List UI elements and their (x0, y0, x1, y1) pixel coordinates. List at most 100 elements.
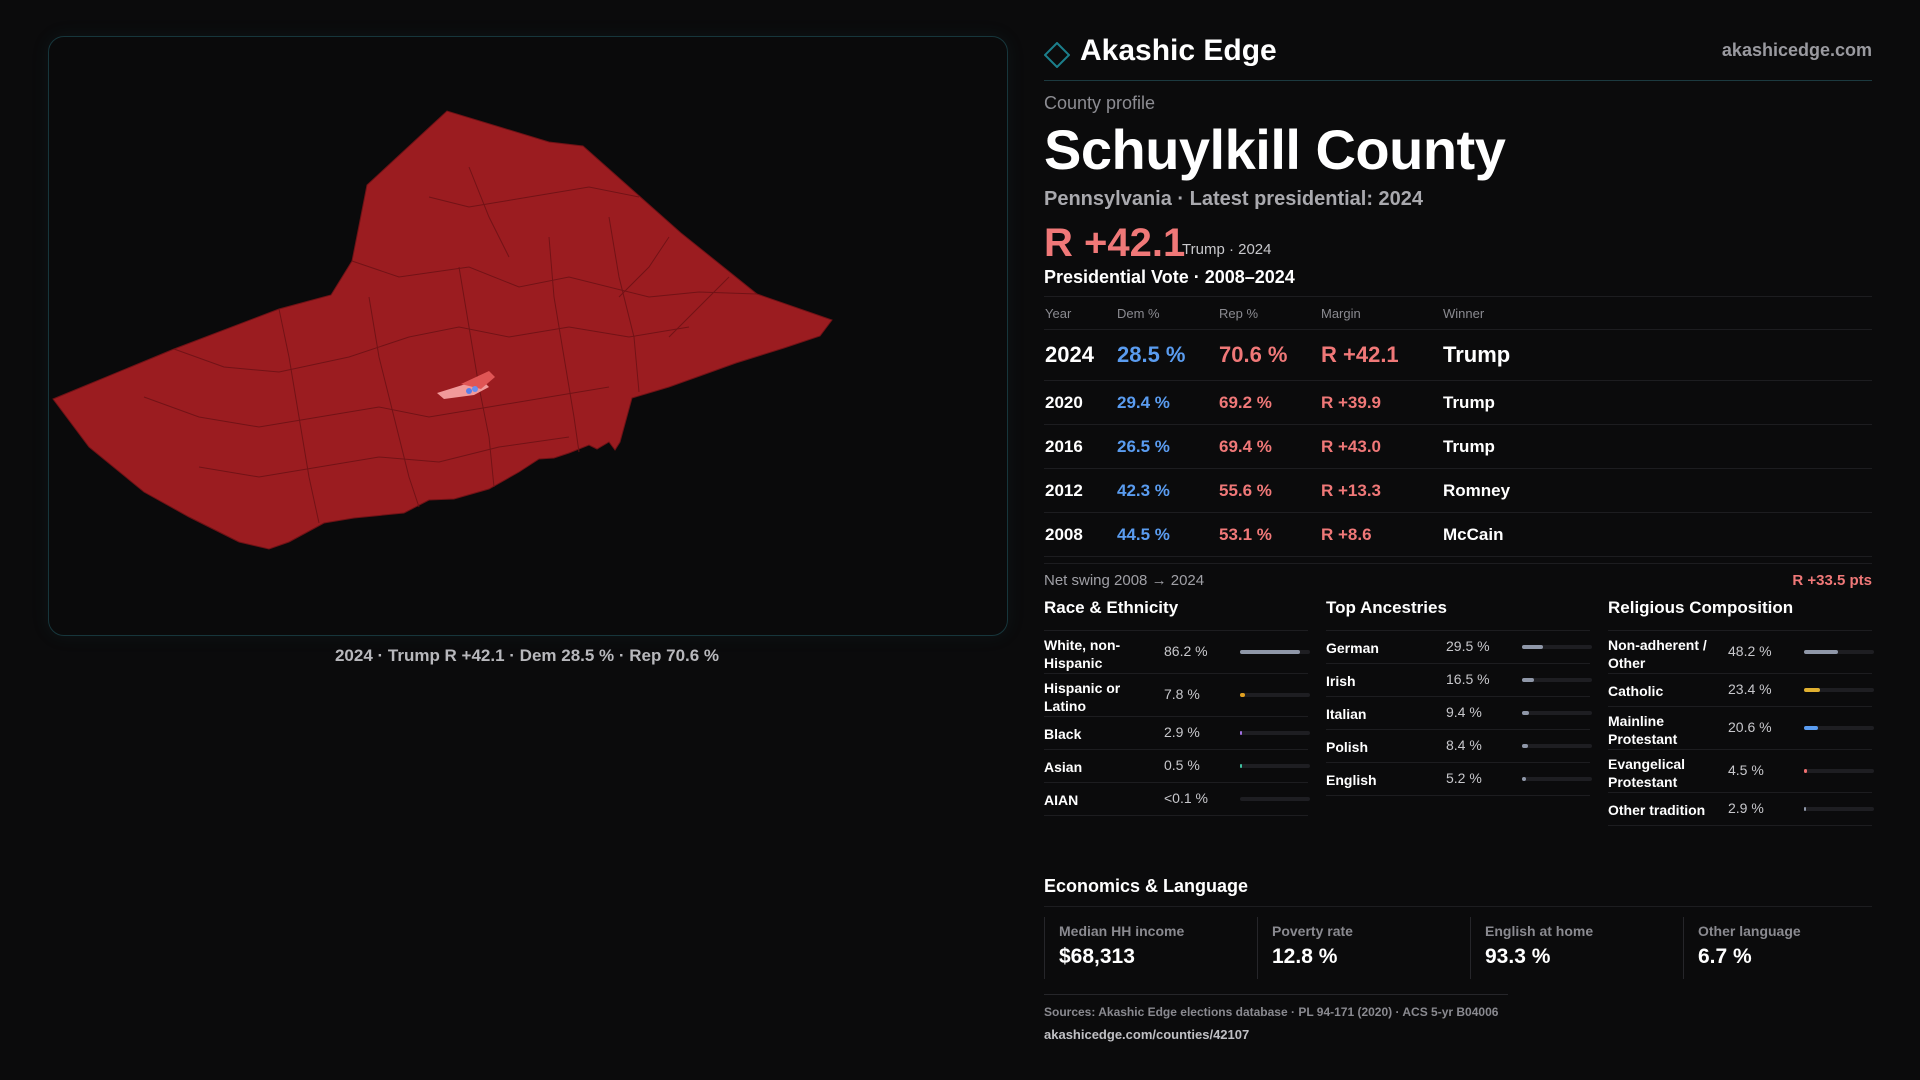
county-map[interactable] (49, 37, 1007, 635)
year-cell: 2012 (1044, 468, 1116, 513)
stat-row: Catholic 23.4 % (1608, 674, 1874, 707)
stat-row: Other tradition 2.9 % (1608, 793, 1874, 826)
table-row: 2020 29.4 % 69.2 % R +39.9 Trump (1044, 380, 1872, 425)
county-permalink[interactable]: akashicedge.com/counties/42107 (1044, 1027, 1250, 1042)
stat-label: German (1326, 640, 1379, 656)
county-map-panel[interactable] (48, 36, 1008, 636)
stat-percent: 86.2 % (1164, 643, 1208, 659)
stat-label: Irish (1326, 673, 1356, 689)
econ-value: 12.8 % (1272, 945, 1338, 968)
stat-bar-track (1804, 769, 1874, 773)
winner-cell: Romney (1442, 468, 1872, 513)
stat-bar-track (1522, 744, 1592, 748)
net-swing-label: Net swing 2008 → 2024 (1044, 572, 1205, 589)
stat-bar-track (1240, 764, 1310, 768)
stat-row: Black 2.9 % (1044, 717, 1310, 750)
profile-subtitle: Pennsylvania · Latest presidential: 2024 (1044, 188, 1424, 210)
stat-label: White, non-Hispanic (1044, 637, 1121, 671)
net-swing: Net swing 2008 → 2024 R +33.5 pts (1044, 563, 1872, 594)
brand-header: Akashic Edge akashicedge.com (1044, 30, 1872, 81)
stat-percent: 48.2 % (1728, 643, 1772, 659)
margin-cell: R +13.3 (1320, 468, 1442, 513)
map-caption: 2024 · Trump R +42.1 · Dem 28.5 % · Rep … (334, 646, 720, 665)
sources-footer: Sources: Akashic Edge elections database… (1044, 994, 1508, 1042)
stat-percent: 16.5 % (1446, 671, 1490, 687)
stat-bar-fill (1240, 650, 1301, 654)
econ-card: Other language 6.7 % (1683, 917, 1894, 979)
econ-value: $68,313 (1059, 945, 1135, 968)
net-swing-value: R +33.5 pts (1792, 572, 1872, 589)
stat-row: Asian 0.5 % (1044, 750, 1310, 783)
stat-bar-track (1804, 726, 1874, 730)
sources-text: Sources: Akashic Edge elections database… (1044, 1005, 1499, 1019)
stat-label: AIAN (1044, 792, 1079, 808)
stat-bar-fill (1522, 678, 1534, 682)
stat-bar-track (1522, 777, 1592, 781)
stat-bar-track (1240, 650, 1310, 654)
stat-label: Mainline Protestant (1608, 713, 1678, 747)
headline-margin-value: R +42.1 (1044, 221, 1186, 265)
year-cell: 2008 (1044, 512, 1116, 557)
headline-margin: R +42.1 Trump · 2024 (1044, 221, 1872, 267)
stat-row: Polish 8.4 % (1326, 730, 1592, 763)
stat-row: AIAN <0.1 % (1044, 783, 1310, 816)
winner-cell: Trump (1442, 380, 1872, 425)
economics-cards: Median HH income $68,313 Poverty rate 12… (1044, 917, 1872, 997)
stat-bar-track (1240, 731, 1310, 735)
stat-label: Evangelical Protestant (1608, 756, 1686, 790)
stat-bar-fill (1804, 726, 1819, 730)
stat-label: Asian (1044, 759, 1083, 775)
stat-bar-track (1804, 650, 1874, 654)
stat-label: Other tradition (1608, 802, 1706, 818)
stat-bar-track (1804, 807, 1874, 811)
demographics: Race & Ethnicity White, non-Hispanic 86.2… (1044, 598, 1874, 858)
stat-percent: 8.4 % (1446, 737, 1482, 753)
econ-label: English at home (1485, 923, 1594, 939)
profile-kicker: County profile (1044, 93, 1156, 113)
stat-bar-track (1804, 688, 1874, 692)
stat-bar-fill (1522, 777, 1526, 781)
stat-row: Mainline Protestant 20.6 % (1608, 707, 1874, 750)
stat-bar-fill (1522, 711, 1529, 715)
county-profile-panel: Akashic Edge akashicedge.com County prof… (1044, 30, 1874, 997)
section-title: Religious Composition (1608, 598, 1872, 631)
col-header-rep: Rep % (1218, 296, 1320, 330)
stat-label: Black (1044, 726, 1082, 742)
col-header-dem: Dem % (1116, 296, 1218, 330)
dem-cell: 28.5 % (1116, 329, 1218, 381)
economics-title: Economics & Language (1044, 876, 1872, 907)
brand-name: Akashic Edge (1080, 34, 1277, 67)
stat-bar-track (1240, 693, 1310, 697)
margin-cell: R +42.1 (1320, 329, 1442, 381)
stat-bar-track (1522, 711, 1592, 715)
winner-cell: Trump (1442, 424, 1872, 469)
stat-percent: 23.4 % (1728, 681, 1772, 697)
dem-cell: 44.5 % (1116, 512, 1218, 557)
presidential-vote-table: Year Dem % Rep % Margin Winner 2024 28.5… (1044, 296, 1872, 557)
section-title: Race & Ethnicity (1044, 598, 1308, 631)
stat-bar-fill (1240, 731, 1243, 735)
econ-card: Poverty rate 12.8 % (1257, 917, 1468, 979)
stat-bar-fill (1804, 807, 1807, 811)
table-row: 2008 44.5 % 53.1 % R +8.6 McCain (1044, 512, 1872, 557)
table-row: 2024 28.5 % 70.6 % R +42.1 Trump (1044, 329, 1872, 381)
year-cell: 2016 (1044, 424, 1116, 469)
stat-percent: 2.9 % (1728, 800, 1764, 816)
rep-cell: 69.4 % (1218, 424, 1320, 469)
stat-percent: 29.5 % (1446, 638, 1490, 654)
econ-card: English at home 93.3 % (1470, 917, 1681, 979)
stat-percent: 0.5 % (1164, 757, 1200, 773)
stat-label: Hispanic or Latino (1044, 680, 1121, 714)
stat-bar-track (1522, 678, 1592, 682)
stat-percent: 9.4 % (1446, 704, 1482, 720)
stat-row: German 29.5 % (1326, 631, 1592, 664)
econ-value: 6.7 % (1698, 945, 1752, 968)
stat-label: Non-adherent / Other (1608, 637, 1707, 671)
rep-cell: 53.1 % (1218, 512, 1320, 557)
brand-url-link[interactable]: akashicedge.com (1721, 40, 1872, 60)
stat-row: White, non-Hispanic 86.2 % (1044, 631, 1310, 674)
table-row: 2016 26.5 % 69.4 % R +43.0 Trump (1044, 424, 1872, 469)
stat-label: English (1326, 772, 1377, 788)
econ-label: Median HH income (1059, 923, 1185, 939)
col-header-year: Year (1044, 296, 1116, 330)
